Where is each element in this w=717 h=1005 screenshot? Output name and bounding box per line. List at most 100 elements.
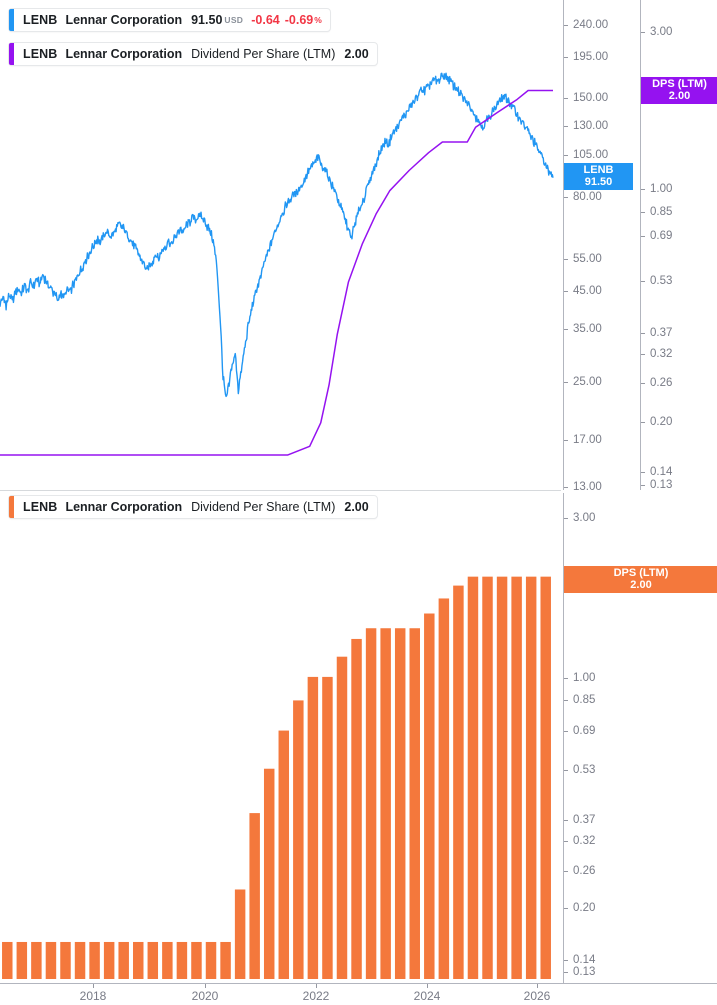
dps-bar[interactable] xyxy=(89,941,100,979)
dps-bar[interactable] xyxy=(293,700,304,979)
dps-bar[interactable] xyxy=(424,613,435,979)
axis-tick-label: 55.00 xyxy=(573,253,602,265)
dps-bar[interactable] xyxy=(525,576,537,979)
dps-bar[interactable] xyxy=(133,941,144,979)
axis-tick-label: 17.00 xyxy=(573,434,602,446)
dps-bar[interactable] xyxy=(482,576,493,979)
price-chart-svg xyxy=(0,72,554,456)
dps-bar[interactable] xyxy=(496,576,508,979)
legend-dps-bottom-ticker: LENB xyxy=(23,500,58,514)
axis-tick: 105.00 xyxy=(564,148,608,162)
axis-tick-mark xyxy=(564,328,568,330)
axis-tick-mark xyxy=(564,125,568,127)
dps-bar[interactable] xyxy=(118,941,129,979)
dps-bar[interactable] xyxy=(147,941,159,979)
dps-value-axis-bottom[interactable]: 3.00 2.00 1.00 0.85 0.69 0.53 0.37 0.32 0.26 0.20… xyxy=(563,493,717,983)
axis-tick: 0.69 xyxy=(564,724,595,738)
axis-tick: 1.00 xyxy=(564,671,595,685)
axis-value-badge-title: DPS (LTM) xyxy=(652,77,707,90)
axis-tick: 0.37 xyxy=(564,813,595,827)
axis-tick-label: 0.13 xyxy=(573,966,596,978)
axis-tick-mark xyxy=(564,56,568,58)
axis-tick: 0.26 xyxy=(641,376,672,390)
legend-price-change-percent: -0.69 xyxy=(284,13,314,27)
dps-bar[interactable] xyxy=(263,768,275,979)
axis-tick: 0.20 xyxy=(641,415,672,429)
axis-tick: 45.00 xyxy=(564,284,602,298)
legend-price[interactable]: LENB Lennar Corporation 91.50 USD -0.64 … xyxy=(8,8,331,32)
dps-bar[interactable] xyxy=(220,941,231,979)
legend-dps-bottom-value: 2.00 xyxy=(344,500,369,514)
dps-bar[interactable] xyxy=(191,941,202,979)
axis-tick: 0.69 xyxy=(641,229,672,243)
dps-bar[interactable] xyxy=(511,576,522,979)
dps-bar[interactable] xyxy=(322,676,333,979)
legend-dps-top-color-swatch xyxy=(9,43,14,65)
axis-value-badge-title: LENB xyxy=(583,163,614,176)
dps-bar[interactable] xyxy=(540,576,551,979)
dps-bar[interactable] xyxy=(16,941,28,979)
price-chart-pane[interactable] xyxy=(0,0,561,490)
dps-bar[interactable] xyxy=(394,628,406,979)
axis-tick: 3.00 xyxy=(641,25,672,39)
time-axis-tick xyxy=(205,984,206,988)
dps-bar[interactable] xyxy=(467,576,479,979)
dps-bar[interactable] xyxy=(380,628,391,979)
dps-bar[interactable] xyxy=(307,676,319,979)
dps-bar[interactable] xyxy=(31,941,42,979)
time-axis-label: 2020 xyxy=(191,989,219,1003)
dps-chart-pane[interactable] xyxy=(0,493,561,983)
legend-dps-bottom-metric: Dividend Per Share (LTM) xyxy=(191,500,336,514)
axis-tick-mark xyxy=(564,819,568,821)
dps-bar[interactable] xyxy=(2,941,13,979)
dps-value-axis-top[interactable]: 3.00 2.00 1.00 0.85 0.69 0.53 0.37 0.32 0.26 0.20… xyxy=(640,0,717,491)
axis-value-badge[interactable]: DPS (LTM) 2.00 xyxy=(564,566,717,593)
legend-price-company: Lennar Corporation xyxy=(65,13,183,27)
legend-dps-top[interactable]: LENB Lennar Corporation Dividend Per Sha… xyxy=(8,42,378,66)
axis-tick-mark xyxy=(564,290,568,292)
legend-dps-bottom[interactable]: LENB Lennar Corporation Dividend Per Sha… xyxy=(8,495,378,519)
dps-bar[interactable] xyxy=(234,889,246,979)
time-axis-label: 2022 xyxy=(302,989,330,1003)
axis-tick: 0.53 xyxy=(564,763,595,777)
dps-bar[interactable] xyxy=(453,585,464,979)
dps-bar[interactable] xyxy=(438,598,450,979)
dps-bar[interactable] xyxy=(74,941,86,979)
axis-value-badge[interactable]: DPS (LTM) 2.00 xyxy=(641,77,717,104)
price-value-axis[interactable]: 240.00 195.00 150.00 130.00 105.00 80.00 55.00… xyxy=(563,0,633,493)
dps-bar[interactable] xyxy=(45,941,57,979)
axis-tick-mark xyxy=(564,24,568,26)
dps-bar[interactable] xyxy=(365,628,377,979)
axis-tick: 0.37 xyxy=(641,326,672,340)
axis-tick-label: 25.00 xyxy=(573,376,602,388)
dps-bar[interactable] xyxy=(249,813,260,979)
axis-tick-mark xyxy=(564,486,568,488)
dps-bar[interactable] xyxy=(409,628,420,979)
dps-bar[interactable] xyxy=(162,941,173,979)
axis-tick-label: 0.32 xyxy=(573,835,596,847)
dps-bar[interactable] xyxy=(103,941,115,979)
axis-value-badge[interactable]: LENB 91.50 xyxy=(564,163,633,190)
axis-tick-label: 0.26 xyxy=(573,865,596,877)
axis-tick-mark xyxy=(564,769,568,771)
axis-tick-label: 0.37 xyxy=(573,814,596,826)
axis-value-badge-value: 2.00 xyxy=(630,578,652,591)
axis-tick-label: 3.00 xyxy=(650,26,673,38)
dps-bar[interactable] xyxy=(278,730,290,979)
time-axis-tick xyxy=(427,984,428,988)
dps-bar[interactable] xyxy=(205,941,217,979)
axis-tick-mark xyxy=(564,677,568,679)
axis-tick: 1.00 xyxy=(641,182,672,196)
axis-tick: 0.26 xyxy=(564,864,595,878)
axis-tick-mark xyxy=(564,154,568,156)
dps-bar[interactable] xyxy=(176,941,188,979)
axis-tick-mark xyxy=(564,907,568,909)
dps-bar[interactable] xyxy=(60,941,71,979)
dps-bar[interactable] xyxy=(336,656,348,979)
axis-tick: 0.14 xyxy=(641,465,672,479)
time-axis[interactable]: 2018 2020 2022 2024 2026 xyxy=(0,983,717,1005)
axis-tick-mark xyxy=(564,97,568,99)
axis-tick: 0.32 xyxy=(641,347,672,361)
dps-bar[interactable] xyxy=(351,638,362,979)
